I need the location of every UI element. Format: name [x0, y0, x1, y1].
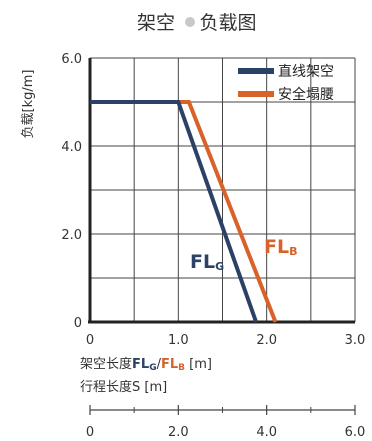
y-tick-label: 2.0	[61, 228, 82, 243]
legend: 直线架空 安全塌腰	[238, 63, 334, 103]
series-line-1	[90, 100, 278, 323]
series-label-flg: FLG	[190, 251, 224, 273]
series-line-0	[90, 100, 258, 323]
title-bullet-icon	[185, 17, 195, 27]
legend-swatch-0	[238, 68, 274, 74]
secondary-tick-label: 0	[86, 425, 94, 440]
series-lines	[90, 100, 278, 323]
legend-label-0: 直线架空	[278, 63, 334, 80]
x-tick-label: 0	[86, 333, 94, 348]
x-tick-label: 2.0	[256, 333, 277, 348]
secondary-tick-label: 2.0	[168, 425, 189, 440]
secondary-tick-label: 6.0	[345, 425, 366, 440]
x-tick-label: 1.0	[168, 333, 189, 348]
title-right: 负载图	[199, 12, 256, 34]
y-tick-label: 6.0	[61, 52, 82, 67]
tick-labels: 0 1.0 2.0 3.0 0 2.0 4.0 6.0	[61, 52, 365, 348]
y-tick-label: 0	[74, 316, 82, 331]
legend-swatch-1	[238, 91, 274, 97]
secondary-axis: 0 2.0 4.0 6.0	[86, 405, 365, 440]
x-axis-label: 架空长度FLG/FLB [m]	[80, 356, 212, 373]
y-tick-label: 4.0	[61, 140, 82, 155]
secondary-tick-label: 4.0	[256, 425, 277, 440]
secondary-axis-label: 行程长度S [m]	[80, 379, 167, 395]
grid	[89, 57, 356, 323]
series-label-flb: FLB	[264, 236, 297, 258]
legend-label-1: 安全塌腰	[278, 86, 334, 103]
title-left: 架空	[137, 12, 175, 34]
x-tick-label: 3.0	[345, 333, 366, 348]
y-axis-label: 负载[kg/m]	[21, 70, 36, 139]
